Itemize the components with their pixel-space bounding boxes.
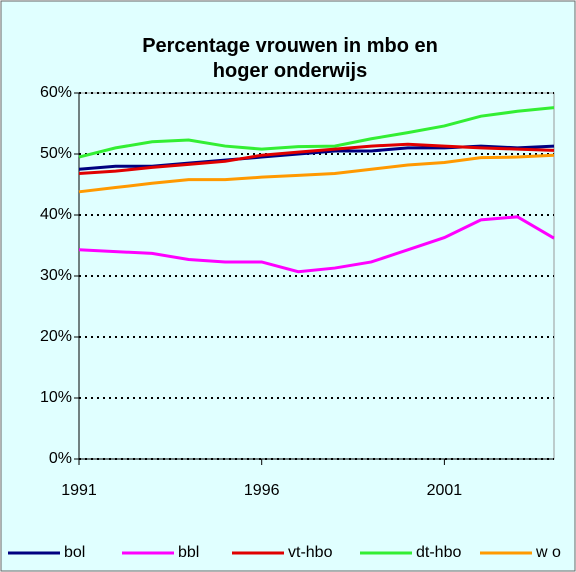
legend-label: vt-hbo <box>288 544 333 561</box>
y-tick-label: 20% <box>40 328 72 345</box>
y-tick-label: 30% <box>40 267 72 284</box>
y-tick-label: 50% <box>40 145 72 162</box>
legend-label: dt-hbo <box>416 544 461 561</box>
series-line <box>78 153 555 194</box>
series-line <box>78 142 555 176</box>
series-line <box>78 106 555 159</box>
y-tick-label: 10% <box>40 389 72 406</box>
x-tick-label: 1991 <box>61 482 97 499</box>
legend-label: bol <box>64 544 85 561</box>
x-tick-label: 1996 <box>244 482 280 499</box>
chart-title: Percentage vrouwen in mbo en hoger onder… <box>142 35 438 82</box>
series-line <box>78 215 555 274</box>
legend-label: w o <box>535 544 561 561</box>
x-tick-label: 2001 <box>427 482 463 499</box>
y-tick-label: 60% <box>40 84 72 101</box>
y-tick-label: 0% <box>49 450 72 467</box>
legend-label: bbl <box>178 544 199 561</box>
y-tick-label: 40% <box>40 206 72 223</box>
